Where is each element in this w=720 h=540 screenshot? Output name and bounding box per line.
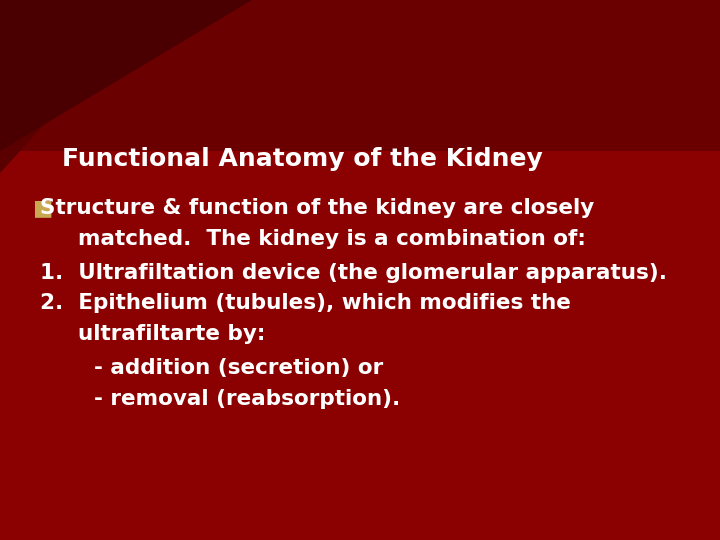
Text: ■: ■ <box>32 198 53 218</box>
Polygon shape <box>0 0 158 173</box>
Text: matched.  The kidney is a combination of:: matched. The kidney is a combination of: <box>78 228 585 249</box>
Text: - removal (reabsorption).: - removal (reabsorption). <box>94 389 400 409</box>
Text: Functional Anatomy of the Kidney: Functional Anatomy of the Kidney <box>62 147 543 171</box>
Text: 1.  Ultrafiltation device (the glomerular apparatus).: 1. Ultrafiltation device (the glomerular… <box>40 262 667 283</box>
Text: - addition (secretion) or: - addition (secretion) or <box>94 358 383 379</box>
Text: 2.  Epithelium (tubules), which modifies the: 2. Epithelium (tubules), which modifies … <box>40 293 570 314</box>
Text: ultrafiltarte by:: ultrafiltarte by: <box>78 324 265 345</box>
Text: Structure & function of the kidney are closely: Structure & function of the kidney are c… <box>40 198 594 218</box>
FancyBboxPatch shape <box>0 0 720 151</box>
Polygon shape <box>0 0 252 151</box>
